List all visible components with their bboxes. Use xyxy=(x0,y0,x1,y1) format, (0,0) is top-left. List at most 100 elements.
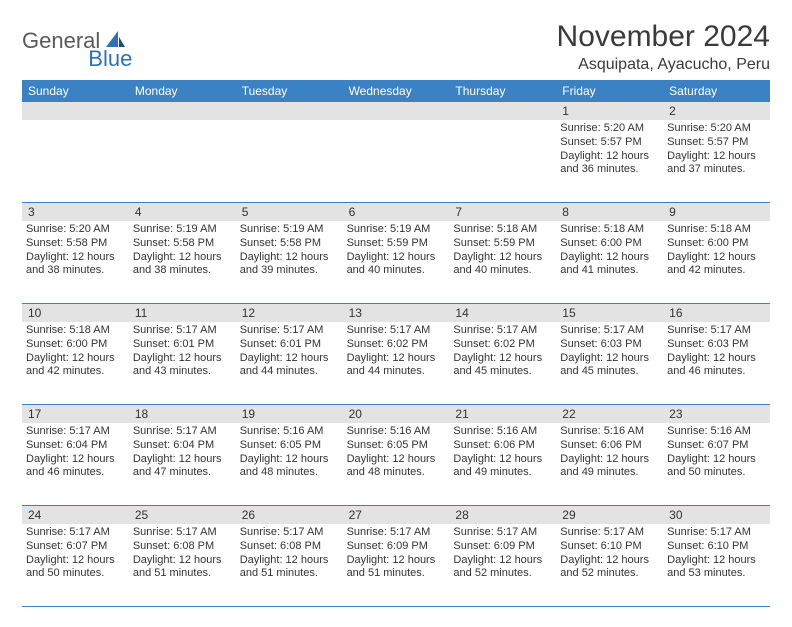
sunrise-line: Sunrise: 5:18 AM xyxy=(667,223,766,237)
daylight-line: Daylight: 12 hours and 51 minutes. xyxy=(240,554,339,582)
daylight-line: Daylight: 12 hours and 41 minutes. xyxy=(560,251,659,279)
day-number: 20 xyxy=(343,405,450,423)
sunset-line: Sunset: 5:58 PM xyxy=(240,237,339,251)
sunrise-line: Sunrise: 5:16 AM xyxy=(240,425,339,439)
calendar-cell: Sunrise: 5:18 AMSunset: 6:00 PMDaylight:… xyxy=(22,322,129,404)
sunset-line: Sunset: 5:58 PM xyxy=(133,237,232,251)
logo-text-blue: Blue xyxy=(88,46,132,72)
day-number: 16 xyxy=(663,304,770,322)
sunrise-line: Sunrise: 5:17 AM xyxy=(347,324,446,338)
sunset-line: Sunset: 6:06 PM xyxy=(560,439,659,453)
calendar-cell xyxy=(343,120,450,202)
day-number: 23 xyxy=(663,405,770,423)
day-number xyxy=(129,102,236,120)
sunset-line: Sunset: 6:10 PM xyxy=(560,540,659,554)
calendar-cell: Sunrise: 5:17 AMSunset: 6:02 PMDaylight:… xyxy=(449,322,556,404)
daylight-line: Daylight: 12 hours and 43 minutes. xyxy=(133,352,232,380)
calendar-cell: Sunrise: 5:17 AMSunset: 6:10 PMDaylight:… xyxy=(556,524,663,606)
calendar-cell: Sunrise: 5:19 AMSunset: 5:58 PMDaylight:… xyxy=(129,221,236,303)
calendar-cell: Sunrise: 5:16 AMSunset: 6:06 PMDaylight:… xyxy=(556,423,663,505)
sunset-line: Sunset: 6:01 PM xyxy=(240,338,339,352)
sunrise-line: Sunrise: 5:17 AM xyxy=(133,324,232,338)
daylight-line: Daylight: 12 hours and 45 minutes. xyxy=(453,352,552,380)
sunrise-line: Sunrise: 5:19 AM xyxy=(347,223,446,237)
daylight-line: Daylight: 12 hours and 44 minutes. xyxy=(347,352,446,380)
calendar-cell xyxy=(449,120,556,202)
day-number: 22 xyxy=(556,405,663,423)
logo: General Blue xyxy=(22,20,174,54)
month-title: November 2024 xyxy=(557,20,770,54)
day-number: 8 xyxy=(556,203,663,221)
day-header-friday: Friday xyxy=(556,80,663,102)
calendar-cell: Sunrise: 5:16 AMSunset: 6:05 PMDaylight:… xyxy=(236,423,343,505)
daylight-line: Daylight: 12 hours and 51 minutes. xyxy=(347,554,446,582)
sunrise-line: Sunrise: 5:17 AM xyxy=(347,526,446,540)
day-number: 13 xyxy=(343,304,450,322)
calendar-cell: Sunrise: 5:20 AMSunset: 5:57 PMDaylight:… xyxy=(663,120,770,202)
day-number xyxy=(22,102,129,120)
day-header-thursday: Thursday xyxy=(449,80,556,102)
daylight-line: Daylight: 12 hours and 38 minutes. xyxy=(26,251,125,279)
sunset-line: Sunset: 6:05 PM xyxy=(240,439,339,453)
sunrise-line: Sunrise: 5:17 AM xyxy=(133,425,232,439)
daylight-line: Daylight: 12 hours and 46 minutes. xyxy=(26,453,125,481)
day-number: 29 xyxy=(556,506,663,524)
sunset-line: Sunset: 6:09 PM xyxy=(347,540,446,554)
sunset-line: Sunset: 5:59 PM xyxy=(453,237,552,251)
sunset-line: Sunset: 6:00 PM xyxy=(667,237,766,251)
sunset-line: Sunset: 6:05 PM xyxy=(347,439,446,453)
sunrise-line: Sunrise: 5:16 AM xyxy=(453,425,552,439)
sunrise-line: Sunrise: 5:16 AM xyxy=(560,425,659,439)
sunset-line: Sunset: 6:10 PM xyxy=(667,540,766,554)
sunrise-line: Sunrise: 5:17 AM xyxy=(667,526,766,540)
calendar-cell: Sunrise: 5:16 AMSunset: 6:06 PMDaylight:… xyxy=(449,423,556,505)
daynum-row: 3456789 xyxy=(22,203,770,221)
daylight-line: Daylight: 12 hours and 52 minutes. xyxy=(560,554,659,582)
sunrise-line: Sunrise: 5:17 AM xyxy=(667,324,766,338)
day-header-monday: Monday xyxy=(129,80,236,102)
sunrise-line: Sunrise: 5:18 AM xyxy=(453,223,552,237)
sunset-line: Sunset: 6:04 PM xyxy=(26,439,125,453)
location: Asquipata, Ayacucho, Peru xyxy=(557,56,770,74)
sunrise-line: Sunrise: 5:19 AM xyxy=(240,223,339,237)
day-number: 15 xyxy=(556,304,663,322)
calendar-cell: Sunrise: 5:17 AMSunset: 6:03 PMDaylight:… xyxy=(556,322,663,404)
calendar-cell: Sunrise: 5:18 AMSunset: 6:00 PMDaylight:… xyxy=(556,221,663,303)
sunrise-line: Sunrise: 5:17 AM xyxy=(240,526,339,540)
day-number: 3 xyxy=(22,203,129,221)
sunrise-line: Sunrise: 5:17 AM xyxy=(453,526,552,540)
sunrise-line: Sunrise: 5:19 AM xyxy=(133,223,232,237)
sunrise-line: Sunrise: 5:18 AM xyxy=(26,324,125,338)
sunrise-line: Sunrise: 5:16 AM xyxy=(347,425,446,439)
calendar-cell: Sunrise: 5:20 AMSunset: 5:57 PMDaylight:… xyxy=(556,120,663,202)
sunrise-line: Sunrise: 5:17 AM xyxy=(240,324,339,338)
calendar-cell: Sunrise: 5:17 AMSunset: 6:08 PMDaylight:… xyxy=(129,524,236,606)
day-number: 17 xyxy=(22,405,129,423)
day-number: 7 xyxy=(449,203,556,221)
week-row: Sunrise: 5:18 AMSunset: 6:00 PMDaylight:… xyxy=(22,322,770,405)
day-number: 25 xyxy=(129,506,236,524)
day-number: 4 xyxy=(129,203,236,221)
sunrise-line: Sunrise: 5:17 AM xyxy=(26,526,125,540)
day-number: 19 xyxy=(236,405,343,423)
calendar-cell: Sunrise: 5:17 AMSunset: 6:07 PMDaylight:… xyxy=(22,524,129,606)
calendar-cell: Sunrise: 5:17 AMSunset: 6:08 PMDaylight:… xyxy=(236,524,343,606)
calendar-cell: Sunrise: 5:16 AMSunset: 6:05 PMDaylight:… xyxy=(343,423,450,505)
title-block: November 2024 Asquipata, Ayacucho, Peru xyxy=(557,20,770,74)
sunrise-line: Sunrise: 5:17 AM xyxy=(133,526,232,540)
daylight-line: Daylight: 12 hours and 51 minutes. xyxy=(133,554,232,582)
day-number: 27 xyxy=(343,506,450,524)
calendar-cell: Sunrise: 5:16 AMSunset: 6:07 PMDaylight:… xyxy=(663,423,770,505)
sunset-line: Sunset: 5:57 PM xyxy=(560,136,659,150)
daylight-line: Daylight: 12 hours and 37 minutes. xyxy=(667,150,766,178)
daylight-line: Daylight: 12 hours and 39 minutes. xyxy=(240,251,339,279)
calendar-cell: Sunrise: 5:20 AMSunset: 5:58 PMDaylight:… xyxy=(22,221,129,303)
daylight-line: Daylight: 12 hours and 48 minutes. xyxy=(347,453,446,481)
sunset-line: Sunset: 6:06 PM xyxy=(453,439,552,453)
sunrise-line: Sunrise: 5:20 AM xyxy=(667,122,766,136)
day-number: 5 xyxy=(236,203,343,221)
header: General Blue November 2024 Asquipata, Ay… xyxy=(22,20,770,74)
day-number: 14 xyxy=(449,304,556,322)
week-row: Sunrise: 5:17 AMSunset: 6:07 PMDaylight:… xyxy=(22,524,770,607)
sunrise-line: Sunrise: 5:16 AM xyxy=(667,425,766,439)
